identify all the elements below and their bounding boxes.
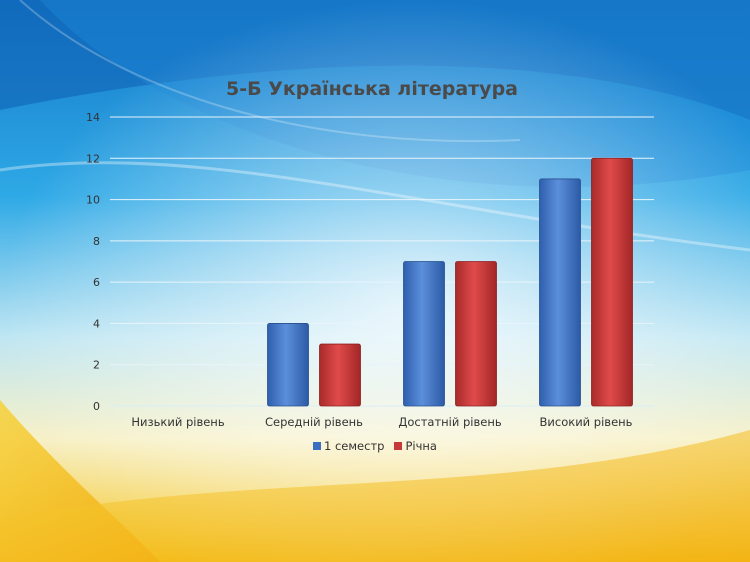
legend-swatch-series-2 <box>394 442 403 450</box>
y-tick-label: 10 <box>86 194 100 207</box>
bar-series-2-1 <box>319 343 361 407</box>
legend-item-series-2: Річна <box>394 439 437 453</box>
legend-label-series-2: Річна <box>405 439 437 453</box>
bar-series-1-2 <box>403 261 445 407</box>
y-tick-label: 12 <box>86 152 100 165</box>
y-tick-label: 0 <box>93 400 100 413</box>
y-tick-label: 2 <box>93 359 100 372</box>
bar-series-1-1 <box>267 323 309 407</box>
bar-series-2-2 <box>455 261 497 407</box>
x-tick-label: Високий рівень <box>540 415 633 429</box>
y-tick-label: 8 <box>93 235 100 248</box>
chart-title: 5-Б Українська література <box>226 78 518 100</box>
x-tick-label: Низький рівень <box>131 415 224 429</box>
legend-item-series-1: 1 семестр <box>313 439 384 453</box>
y-tick-label: 6 <box>93 276 100 289</box>
legend-label-series-1: 1 семестр <box>324 439 385 453</box>
x-tick-label: Середній рівень <box>265 415 363 429</box>
y-tick-label: 14 <box>86 111 100 124</box>
legend-swatch-series-1 <box>313 442 322 450</box>
bar-series-2-3 <box>591 157 633 407</box>
y-tick-label: 4 <box>93 317 100 330</box>
x-tick-label: Достатній рівень <box>398 415 501 429</box>
bar-series-1-3 <box>539 178 581 407</box>
legend: 1 семестр Річна <box>0 439 750 453</box>
